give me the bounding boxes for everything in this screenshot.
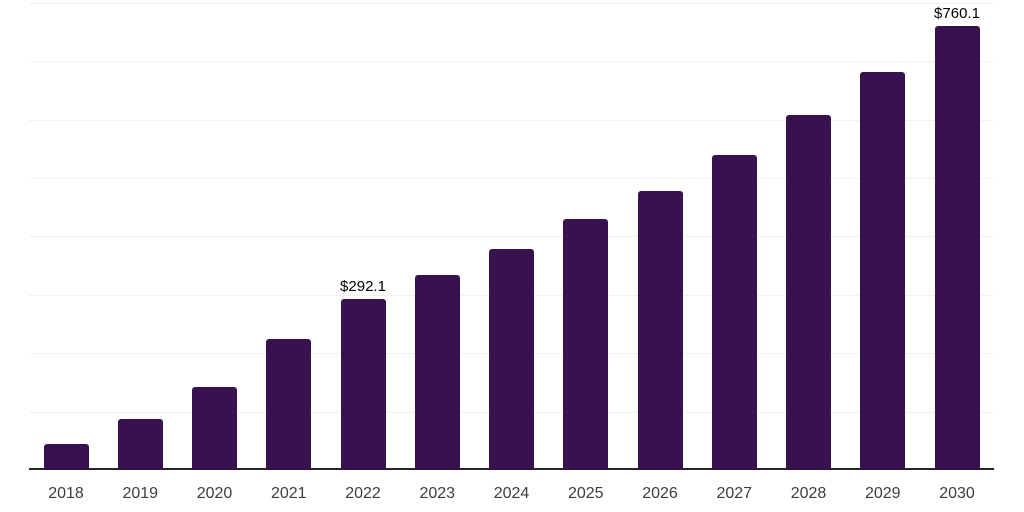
x-tick-2027: 2027 (716, 485, 753, 502)
gridline-700 (29, 61, 994, 63)
gridline-400 (29, 236, 994, 238)
x-tick-2026: 2026 (642, 485, 678, 502)
bar-2027 (711, 154, 757, 470)
bar-2024 (489, 249, 534, 470)
x-tick-2024: 2024 (493, 485, 530, 502)
bar-2021 (266, 339, 312, 470)
x-tick-2022: 2022 (345, 485, 381, 502)
gridline-500 (29, 178, 994, 180)
bar-2026 (637, 190, 683, 470)
bar-2019 (117, 419, 163, 470)
x-tick-2020: 2020 (196, 485, 233, 502)
x-tick-2025: 2025 (567, 485, 604, 502)
gridline-600 (29, 119, 994, 121)
bar-2028 (786, 115, 831, 470)
x-tick-2028: 2028 (790, 485, 827, 502)
bar-2025 (563, 218, 609, 470)
bar-2022 (340, 299, 386, 470)
plot-area: $292.1 $760.1 (29, 0, 994, 470)
bar-2030 (934, 26, 980, 470)
x-tick-2030: 2030 (939, 485, 975, 502)
x-tick-2021: 2021 (270, 485, 307, 502)
gridline-800 (29, 2, 994, 4)
bar-2020 (192, 387, 237, 470)
bar-2018 (43, 443, 89, 470)
x-tick-2018: 2018 (48, 485, 84, 502)
x-tick-2023: 2023 (419, 485, 456, 502)
bar-2023 (414, 275, 460, 470)
x-tick-2029: 2029 (864, 485, 901, 502)
bar-2029 (860, 72, 906, 470)
data-label-2022: $292.1 (340, 278, 386, 296)
data-label-2030: $760.1 (934, 5, 980, 23)
x-tick-2019: 2019 (122, 485, 159, 502)
